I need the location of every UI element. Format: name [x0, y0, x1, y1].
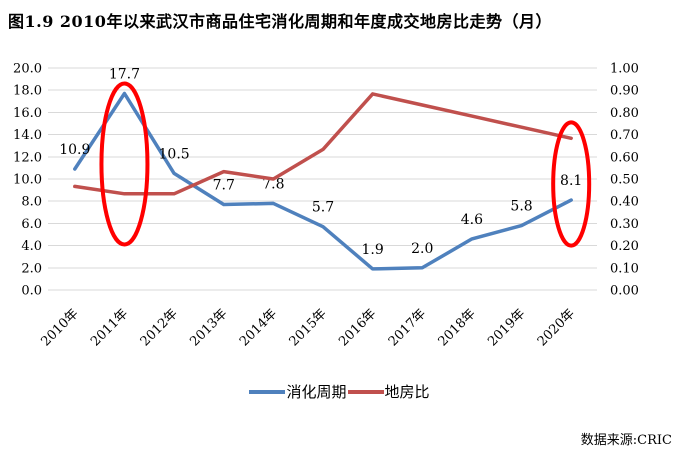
legend-line-swatch [249, 389, 286, 394]
highlight-ellipse-annotation [99, 81, 150, 247]
right-axis-tick-label: 0.30 [610, 217, 639, 232]
x-axis-tick-label: 2017年 [386, 306, 429, 349]
data-point-label: 1.9 [362, 242, 384, 258]
data-point-label: 4.6 [461, 212, 483, 228]
right-axis-tick-label: 0.10 [610, 261, 639, 276]
data-point-label: 10.9 [59, 142, 90, 158]
x-axis-tick-label: 2016年 [336, 306, 379, 349]
legend-item-absorption-period: 消化周期 [249, 381, 347, 402]
left-axis-tick-label: 0.0 [21, 284, 42, 299]
series-line-absorption-period [73, 91, 573, 271]
legend-line-swatch [347, 389, 384, 394]
chart-title: 图1.9 2010年以来武汉市商品住宅消化周期和年度成交地房比走势（月） [8, 12, 552, 31]
legend-item-land-price-ratio: 地房比 [347, 381, 431, 402]
right-axis-tick-label: 0.00 [610, 284, 639, 299]
x-axis-tick-label: 2018年 [436, 306, 479, 349]
left-axis-tick-label: 2.0 [21, 261, 42, 276]
left-axis-tick-label: 20.0 [13, 62, 42, 77]
legend-label: 地房比 [384, 383, 430, 401]
data-point-label: 17.7 [109, 67, 140, 83]
x-axis-tick-label: 2010年 [38, 306, 81, 349]
right-axis-tick-label: 0.40 [610, 195, 639, 210]
highlight-ellipse-annotation [551, 120, 592, 248]
data-point-label: 7.8 [262, 176, 284, 192]
left-axis-tick-label: 10.0 [13, 173, 42, 188]
left-axis-tick-label: 6.0 [21, 217, 42, 232]
data-point-label: 2.0 [411, 241, 433, 257]
x-axis-tick-label: 2011年 [88, 306, 131, 349]
data-point-label: 5.8 [510, 199, 532, 215]
x-axis-tick-label: 2014年 [237, 306, 280, 349]
series-line-land-price-ratio [73, 92, 573, 196]
right-axis-tick-label: 0.80 [610, 106, 639, 121]
left-axis-tick-label: 8.0 [21, 195, 42, 210]
data-point-label: 7.7 [213, 178, 235, 194]
data-point-label: 8.1 [560, 173, 582, 189]
left-axis-tick-label: 4.0 [21, 239, 42, 254]
x-axis-tick-label: 2012年 [138, 306, 181, 349]
data-point-label: 10.5 [159, 146, 190, 162]
left-axis-tick-label: 14.0 [13, 128, 42, 143]
data-point-label: 5.7 [312, 200, 334, 216]
right-axis-tick-label: 0.90 [610, 84, 639, 99]
right-axis-tick-label: 0.20 [610, 239, 639, 254]
right-axis-tick-label: 1.00 [610, 62, 639, 77]
left-axis-tick-label: 12.0 [13, 150, 42, 165]
x-axis-tick-label: 2013年 [187, 306, 230, 349]
right-axis-tick-label: 0.60 [610, 150, 639, 165]
left-axis-tick-label: 18.0 [13, 84, 42, 99]
legend-label: 消化周期 [286, 383, 347, 401]
x-axis-tick-label: 2015年 [287, 306, 330, 349]
x-axis-tick-label: 2020年 [535, 306, 578, 349]
x-axis-tick-label: 2019年 [485, 306, 528, 349]
right-axis-tick-label: 0.50 [610, 173, 639, 188]
right-axis-tick-label: 0.70 [610, 128, 639, 143]
data-source-label: 数据来源:CRIC [580, 433, 672, 448]
chart-legend: 消化周期 地房比 [0, 381, 680, 402]
left-axis-tick-label: 16.0 [13, 106, 42, 121]
